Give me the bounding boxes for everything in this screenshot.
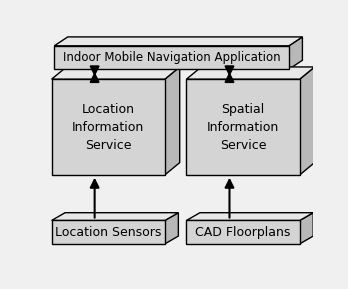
Polygon shape bbox=[289, 37, 302, 69]
Polygon shape bbox=[165, 213, 178, 244]
Polygon shape bbox=[187, 67, 315, 79]
Polygon shape bbox=[52, 213, 178, 221]
Text: Indoor Mobile Navigation Application: Indoor Mobile Navigation Application bbox=[63, 51, 280, 64]
Polygon shape bbox=[52, 79, 165, 175]
Text: Location
Information
Service: Location Information Service bbox=[72, 103, 144, 151]
Polygon shape bbox=[187, 221, 300, 244]
Text: Location Sensors: Location Sensors bbox=[55, 226, 161, 239]
Polygon shape bbox=[165, 67, 180, 175]
Polygon shape bbox=[300, 67, 315, 175]
Text: Spatial
Information
Service: Spatial Information Service bbox=[207, 103, 279, 151]
Polygon shape bbox=[52, 221, 165, 244]
Text: CAD Floorplans: CAD Floorplans bbox=[195, 226, 291, 239]
Polygon shape bbox=[300, 213, 313, 244]
Polygon shape bbox=[52, 67, 180, 79]
Polygon shape bbox=[187, 213, 313, 221]
Polygon shape bbox=[54, 37, 302, 46]
Polygon shape bbox=[187, 79, 300, 175]
Polygon shape bbox=[54, 46, 289, 69]
